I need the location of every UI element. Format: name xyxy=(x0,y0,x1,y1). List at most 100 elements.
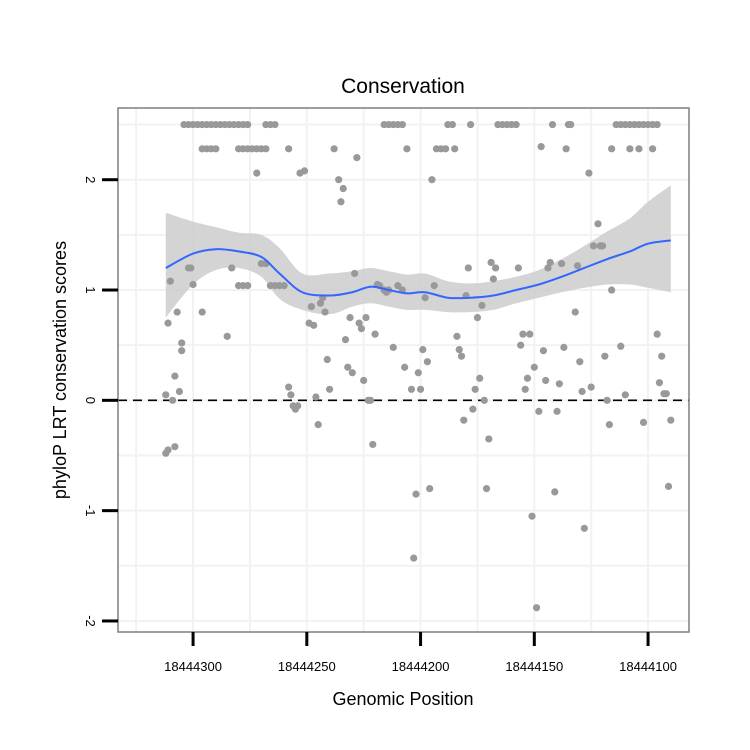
data-point xyxy=(601,352,609,360)
data-point xyxy=(639,418,648,426)
data-point xyxy=(287,391,295,399)
data-point xyxy=(451,145,459,153)
data-point xyxy=(398,120,406,129)
data-point xyxy=(548,120,557,129)
data-point xyxy=(325,385,334,393)
data-point xyxy=(300,167,309,175)
data-point xyxy=(553,407,561,415)
data-point xyxy=(294,402,302,410)
data-point xyxy=(423,358,431,366)
data-point xyxy=(285,145,293,153)
data-point xyxy=(578,387,586,396)
x-axis-title: Genomic Position xyxy=(332,689,473,709)
data-point xyxy=(253,169,261,177)
data-point xyxy=(571,308,579,316)
data-point xyxy=(453,332,461,340)
data-point xyxy=(555,380,563,388)
data-point xyxy=(517,341,525,349)
data-point xyxy=(198,308,206,316)
data-point xyxy=(335,176,343,184)
data-point xyxy=(344,363,352,371)
y-tick-label: 1 xyxy=(83,286,98,293)
data-point xyxy=(403,145,411,153)
data-point xyxy=(212,145,220,153)
data-point xyxy=(457,352,466,360)
data-point xyxy=(164,319,172,327)
data-point xyxy=(587,383,595,391)
data-point xyxy=(371,330,379,338)
x-tick-label: 18444150 xyxy=(505,659,563,674)
data-point xyxy=(314,421,322,429)
data-point xyxy=(542,376,550,385)
data-point xyxy=(473,314,482,322)
data-point xyxy=(580,524,588,532)
data-point xyxy=(514,264,522,272)
data-point xyxy=(178,339,186,347)
data-point xyxy=(244,282,252,290)
data-point xyxy=(512,120,520,129)
data-point xyxy=(310,321,318,329)
data-point xyxy=(407,385,416,393)
data-point xyxy=(635,145,643,153)
smooth-line xyxy=(165,239,671,300)
data-point xyxy=(530,363,538,371)
data-point xyxy=(421,294,429,302)
data-point xyxy=(478,301,486,310)
data-point xyxy=(355,319,363,327)
points-layer xyxy=(162,120,675,612)
data-point xyxy=(544,264,552,272)
data-point xyxy=(189,280,197,289)
data-point xyxy=(560,343,568,351)
data-point xyxy=(369,440,377,449)
data-point xyxy=(649,145,657,153)
data-point xyxy=(667,416,675,424)
data-point xyxy=(428,176,436,184)
data-point xyxy=(162,391,170,399)
data-point xyxy=(430,282,438,290)
data-point xyxy=(323,355,331,364)
data-point xyxy=(360,376,368,385)
data-point xyxy=(166,277,174,285)
data-point xyxy=(401,363,409,371)
data-point xyxy=(603,396,611,404)
axes: 18444300 18444250 18444200 18444150 18444100… xyxy=(83,176,677,674)
data-point xyxy=(350,269,359,278)
data-point xyxy=(594,220,602,228)
data-point xyxy=(171,443,179,451)
data-point xyxy=(271,120,279,129)
data-point xyxy=(537,143,545,151)
data-point xyxy=(414,369,422,377)
data-point xyxy=(339,184,347,193)
y-axis-title: phyloP LRT conservation scores xyxy=(50,241,70,499)
data-point xyxy=(448,120,457,129)
data-point xyxy=(492,264,500,272)
data-point xyxy=(337,198,345,206)
panel-border xyxy=(117,107,690,633)
x-tick-label: 18444250 xyxy=(278,659,336,674)
data-point xyxy=(558,259,566,268)
data-point xyxy=(598,242,607,250)
data-point xyxy=(539,347,548,355)
data-point xyxy=(608,286,616,294)
data-point xyxy=(535,407,543,415)
data-point xyxy=(471,385,479,393)
data-point xyxy=(655,379,664,387)
data-point xyxy=(285,383,293,391)
data-point xyxy=(366,396,375,404)
data-point xyxy=(521,385,529,393)
y-tick-label: 0 xyxy=(83,397,98,404)
data-point xyxy=(567,120,575,129)
data-point xyxy=(316,299,325,307)
data-point xyxy=(664,482,673,490)
data-point xyxy=(280,282,288,290)
data-point xyxy=(482,484,491,493)
data-point xyxy=(551,488,559,496)
data-point xyxy=(346,314,354,322)
data-point xyxy=(605,421,613,429)
data-point xyxy=(441,145,450,153)
data-point xyxy=(426,484,434,493)
data-point xyxy=(626,145,634,153)
data-point xyxy=(178,347,186,355)
data-point xyxy=(312,393,320,401)
data-point xyxy=(653,330,661,338)
